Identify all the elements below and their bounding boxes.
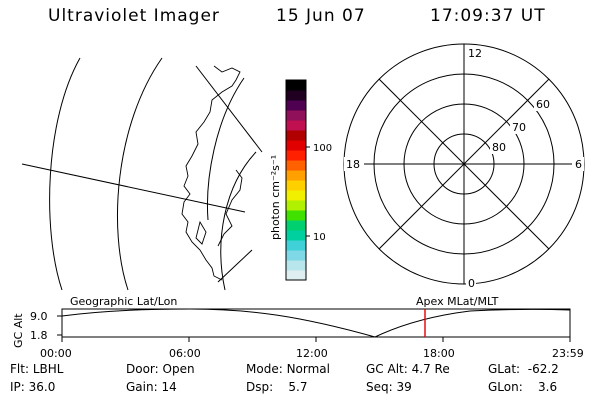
mode-value: Normal <box>286 362 330 376</box>
altitude-curve <box>61 308 571 338</box>
map-diagonal <box>195 65 263 153</box>
label-bg <box>466 47 482 60</box>
status-mode: Mode: Normal <box>246 362 330 376</box>
colorbar-unit-label: photon cm⁻²s⁻¹ <box>269 155 282 240</box>
timeline-y-tick-9: 9.0 <box>30 310 48 323</box>
colorbar-segment <box>286 180 306 191</box>
colorbar <box>286 80 306 281</box>
label-bg <box>510 120 530 134</box>
colorbar-tick-10: 10 <box>313 232 326 243</box>
map-diagonal <box>217 249 253 283</box>
status-glon: GLon: 3.6 <box>488 380 557 394</box>
door-label: Door: <box>126 362 159 376</box>
glat-value: -62.2 <box>527 362 559 376</box>
door-value: Open <box>162 362 195 376</box>
dsp-value: 5.7 <box>288 380 308 394</box>
status-gcalt: GC Alt: 4.7 Re <box>366 362 450 376</box>
mlt-label-6: 6 <box>575 158 582 171</box>
map-parallel <box>21 163 246 213</box>
label-bg <box>490 140 510 154</box>
timeline-y-axis-label: GC Alt <box>12 313 25 348</box>
colorbar-segment <box>286 210 306 221</box>
ip-label: IP: <box>10 380 25 394</box>
coastline <box>181 65 241 281</box>
colorbar-segment <box>286 100 306 111</box>
status-door: Door: Open <box>126 362 195 376</box>
timeline-x-tick-0600: 06:00 <box>169 347 201 360</box>
map-meridian <box>220 151 257 291</box>
seq-label: Seq: <box>366 380 393 394</box>
filter-label: Flt: <box>10 362 29 376</box>
geographic-map <box>21 57 263 291</box>
colorbar-segment <box>286 240 306 251</box>
label-bg <box>466 276 476 289</box>
colorbar-segment <box>286 170 306 181</box>
mlt-label-12: 12 <box>468 47 482 60</box>
status-ip: IP: 36.0 <box>10 380 55 394</box>
page-title: Ultraviolet Imager <box>48 6 220 26</box>
colorbar-tick-100: 100 <box>313 143 332 154</box>
colorbar-segment <box>286 140 306 151</box>
seq-value: 39 <box>396 380 412 394</box>
gcalt-label: GC Alt: <box>366 362 408 376</box>
glat-label: GLat: <box>488 362 521 376</box>
status-gain: Gain: 14 <box>126 380 177 394</box>
timeline-frame <box>61 308 571 338</box>
altitude-timeline <box>57 308 571 342</box>
coastline <box>195 220 207 245</box>
label-bg <box>572 157 584 171</box>
colorbar-segment <box>286 160 306 171</box>
colorbar-segment <box>286 260 306 271</box>
mlat-label-60: 60 <box>536 98 550 111</box>
coastline <box>217 169 243 247</box>
polar-plot <box>343 43 585 285</box>
colorbar-segment <box>286 270 306 281</box>
colorbar-segment <box>286 110 306 121</box>
label-bg <box>344 157 364 171</box>
colorbar-segment <box>286 80 306 91</box>
map-meridian <box>117 57 163 291</box>
filter-value: LBHL <box>32 362 64 376</box>
colorbar-segment <box>286 230 306 241</box>
dsp-label: Dsp: <box>246 380 274 394</box>
gain-label: Gain: <box>126 380 158 394</box>
mlat-label-70: 70 <box>512 121 526 134</box>
timeline-x-tick-2359: 23:59 <box>552 347 584 360</box>
gain-value: 14 <box>161 380 177 394</box>
timeline-y-tick-1: 1.8 <box>30 329 48 342</box>
colorbar-frame <box>285 79 307 281</box>
colorbar-segment <box>286 250 306 261</box>
colorbar-segment <box>286 150 306 161</box>
date-label: 15 Jun 07 <box>276 6 366 26</box>
status-filter: Flt: LBHL <box>10 362 63 376</box>
map-meridian <box>207 77 245 221</box>
mlt-label-0: 0 <box>468 277 475 290</box>
ip-value: 36.0 <box>28 380 56 394</box>
glon-label: GLon: <box>488 380 523 394</box>
time-label: 17:09:37 UT <box>430 6 546 26</box>
colorbar-segment <box>286 220 306 231</box>
polar-diagonal <box>378 78 550 250</box>
mlat-label-80: 80 <box>492 141 506 154</box>
status-glat: GLat: -62.2 <box>488 362 559 376</box>
colorbar-segment <box>286 90 306 101</box>
glon-value: 3.6 <box>538 380 558 394</box>
mlt-label-18: 18 <box>346 158 360 171</box>
colorbar-segment <box>286 190 306 201</box>
colorbar-segment <box>286 120 306 131</box>
colorbar-segment <box>286 200 306 211</box>
timeline-x-tick-1800: 18:00 <box>423 347 455 360</box>
timeline-x-tick-0000: 00:00 <box>40 347 72 360</box>
timeline-x-tick-1200: 12:00 <box>296 347 328 360</box>
status-dsp: Dsp: 5.7 <box>246 380 308 394</box>
label-bg <box>534 97 554 111</box>
colorbar-segment <box>286 130 306 141</box>
timeline-right-label: Apex MLat/MLT <box>416 295 499 308</box>
status-seq: Seq: 39 <box>366 380 412 394</box>
timeline-left-label: Geographic Lat/Lon <box>70 295 177 308</box>
map-meridian <box>49 57 81 291</box>
gcalt-value: 4.7 Re <box>411 362 450 376</box>
mode-label: Mode: <box>246 362 283 376</box>
